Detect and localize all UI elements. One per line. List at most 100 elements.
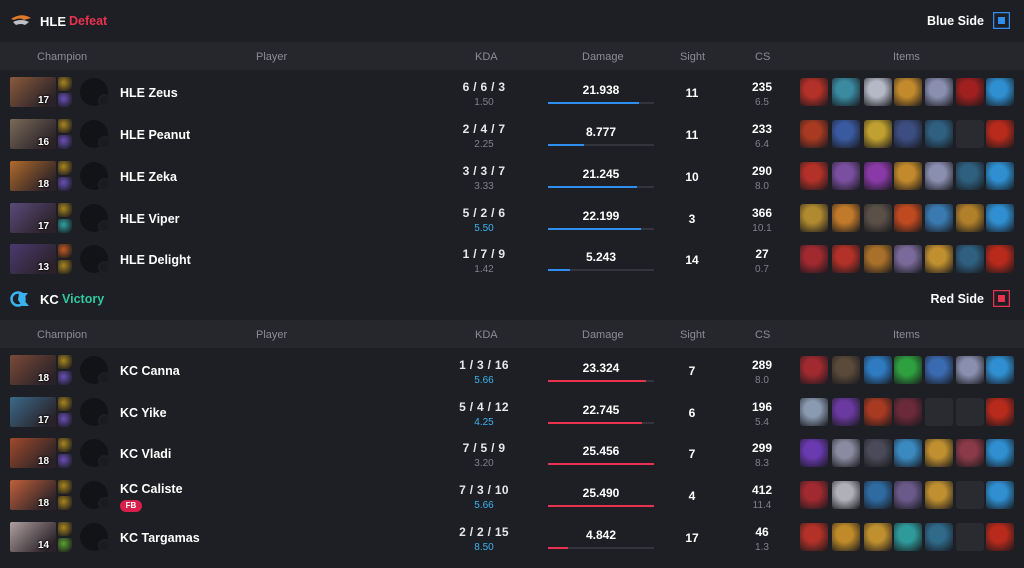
item-icon[interactable] [832, 523, 860, 551]
item-icon[interactable] [986, 204, 1014, 232]
item-icon[interactable] [925, 245, 953, 273]
item-icon[interactable] [986, 356, 1014, 384]
item-icon[interactable] [956, 78, 984, 106]
summoner-spell-icon[interactable] [58, 244, 72, 258]
player-row[interactable]: 18 KC Vladi 7 / 5 / 9 3.20 25.456 7 299 8.3 [0, 432, 1024, 474]
summoner-spell-icon[interactable] [58, 438, 72, 452]
item-icon[interactable] [925, 356, 953, 384]
item-icon[interactable] [986, 162, 1014, 190]
champion-portrait[interactable] [10, 119, 56, 149]
item-icon[interactable] [800, 356, 828, 384]
item-icon[interactable] [864, 398, 892, 426]
champion-portrait[interactable] [10, 244, 56, 274]
summoner-spell-icon[interactable] [58, 538, 72, 552]
summoner-spell-icon[interactable] [58, 135, 72, 149]
item-icon[interactable] [832, 439, 860, 467]
item-icon[interactable] [894, 523, 922, 551]
item-icon[interactable] [894, 439, 922, 467]
item-icon[interactable] [832, 356, 860, 384]
player-row[interactable]: 18 KC Canna 1 / 3 / 16 5.66 23.324 7 289 8.0 [0, 349, 1024, 391]
summoner-spell-icon[interactable] [58, 161, 72, 175]
champion-portrait[interactable] [10, 397, 56, 427]
item-icon[interactable] [800, 398, 828, 426]
item-icon[interactable] [925, 439, 953, 467]
player-name[interactable]: HLE Zeus [120, 86, 178, 100]
player-row[interactable]: 17 HLE Zeus 6 / 6 / 3 1.50 21.938 11 235 6.5 [0, 71, 1024, 113]
player-name[interactable]: HLE Peanut [120, 128, 191, 142]
champion-portrait[interactable] [10, 161, 56, 191]
item-icon[interactable] [832, 78, 860, 106]
item-icon[interactable] [956, 356, 984, 384]
item-icon[interactable] [956, 439, 984, 467]
item-icon[interactable] [864, 356, 892, 384]
champion-portrait[interactable] [10, 355, 56, 385]
summoner-spell-icon[interactable] [58, 355, 72, 369]
item-icon[interactable] [925, 204, 953, 232]
item-icon[interactable] [864, 481, 892, 509]
item-icon[interactable] [800, 481, 828, 509]
champion-portrait[interactable] [10, 522, 56, 552]
item-icon[interactable] [864, 439, 892, 467]
summoner-spell-icon[interactable] [58, 219, 72, 233]
item-icon[interactable] [925, 523, 953, 551]
item-icon[interactable] [925, 481, 953, 509]
item-icon[interactable] [864, 245, 892, 273]
item-icon[interactable] [894, 162, 922, 190]
item-icon[interactable] [800, 204, 828, 232]
player-name[interactable]: KC Vladi [120, 447, 172, 461]
player-name[interactable]: KC Targamas [120, 531, 200, 545]
item-icon[interactable] [956, 162, 984, 190]
item-icon[interactable] [894, 120, 922, 148]
summoner-spell-icon[interactable] [58, 371, 72, 385]
item-icon[interactable] [986, 523, 1014, 551]
item-icon[interactable] [800, 78, 828, 106]
player-row[interactable]: 18 HLE Zeka 3 / 3 / 7 3.33 21.245 10 290 8.0 [0, 155, 1024, 197]
summoner-spell-icon[interactable] [58, 203, 72, 217]
item-icon[interactable] [986, 439, 1014, 467]
summoner-spell-icon[interactable] [58, 260, 72, 274]
summoner-spell-icon[interactable] [58, 454, 72, 468]
summoner-spell-icon[interactable] [58, 77, 72, 91]
summoner-spell-icon[interactable] [58, 93, 72, 107]
item-icon[interactable] [832, 481, 860, 509]
item-icon[interactable] [986, 245, 1014, 273]
summoner-spell-icon[interactable] [58, 522, 72, 536]
item-icon[interactable] [894, 245, 922, 273]
item-icon[interactable] [925, 78, 953, 106]
player-name[interactable]: HLE Zeka [120, 170, 177, 184]
item-icon[interactable] [832, 204, 860, 232]
player-name[interactable]: HLE Viper [120, 212, 180, 226]
item-icon[interactable] [832, 120, 860, 148]
item-icon[interactable] [894, 398, 922, 426]
item-icon[interactable] [864, 78, 892, 106]
player-name[interactable]: KC Canna [120, 364, 180, 378]
item-icon[interactable] [800, 523, 828, 551]
item-icon[interactable] [986, 481, 1014, 509]
item-icon[interactable] [800, 439, 828, 467]
item-icon[interactable] [864, 523, 892, 551]
item-icon[interactable] [956, 204, 984, 232]
item-icon[interactable] [925, 162, 953, 190]
item-icon[interactable] [925, 120, 953, 148]
champion-portrait[interactable] [10, 77, 56, 107]
item-icon[interactable] [832, 398, 860, 426]
summoner-spell-icon[interactable] [58, 413, 72, 427]
item-icon[interactable] [864, 162, 892, 190]
item-icon[interactable] [894, 204, 922, 232]
player-name[interactable]: HLE Delight [120, 253, 191, 267]
player-row[interactable]: 16 HLE Peanut 2 / 4 / 7 2.25 8.777 11 233 6.4 [0, 113, 1024, 155]
item-icon[interactable] [894, 481, 922, 509]
player-row[interactable]: 17 KC Yike 5 / 4 / 12 4.25 22.745 6 196 5.4 [0, 391, 1024, 433]
summoner-spell-icon[interactable] [58, 397, 72, 411]
item-icon[interactable] [986, 78, 1014, 106]
champion-portrait[interactable] [10, 480, 56, 510]
summoner-spell-icon[interactable] [58, 496, 72, 510]
player-name[interactable]: KC Yike [120, 406, 167, 420]
summoner-spell-icon[interactable] [58, 480, 72, 494]
item-icon[interactable] [986, 120, 1014, 148]
item-icon[interactable] [832, 162, 860, 190]
player-row[interactable]: 14 KC Targamas 2 / 2 / 15 8.50 4.842 17 46 1.3 [0, 516, 1024, 558]
item-icon[interactable] [800, 120, 828, 148]
champion-portrait[interactable] [10, 438, 56, 468]
item-icon[interactable] [894, 78, 922, 106]
